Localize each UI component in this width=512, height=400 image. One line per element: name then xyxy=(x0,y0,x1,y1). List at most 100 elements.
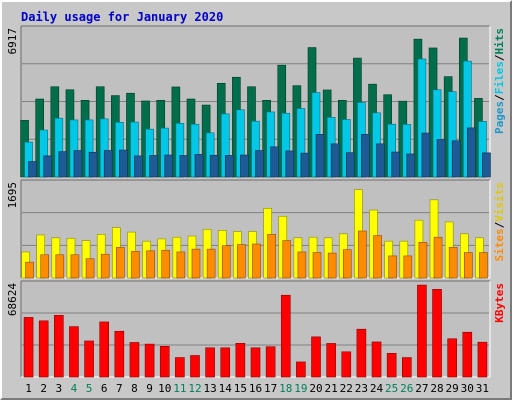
x-label-day-15: 15 xyxy=(234,382,247,395)
x-label-day-8: 8 xyxy=(131,382,138,395)
bar-sites-10 xyxy=(161,249,171,279)
bar-kbytes-2 xyxy=(38,320,49,378)
bar-pages-15 xyxy=(240,154,249,178)
bar-pages-7 xyxy=(119,149,128,178)
bar-kbytes-17 xyxy=(265,346,276,378)
x-label-day-4: 4 xyxy=(71,382,78,395)
x-label-day-9: 9 xyxy=(146,382,153,395)
bar-sites-19 xyxy=(297,251,307,279)
bar-sites-18 xyxy=(282,240,292,279)
bar-pages-14 xyxy=(224,155,234,178)
legend-item-hits: Hits xyxy=(493,28,506,55)
bar-kbytes-6 xyxy=(99,321,110,378)
bar-sites-30 xyxy=(464,252,473,279)
legend-item-kbytes: KBytes xyxy=(493,283,506,323)
bar-pages-2 xyxy=(43,155,52,178)
bar-pages-8 xyxy=(134,155,143,178)
bar-sites-29 xyxy=(448,247,458,279)
x-label-day-14: 14 xyxy=(219,382,233,395)
bar-kbytes-23 xyxy=(356,328,367,378)
x-label-day-23: 23 xyxy=(355,382,368,395)
bar-kbytes-26 xyxy=(401,357,412,378)
legend-separator: / xyxy=(493,221,506,228)
bar-pages-11 xyxy=(179,155,189,178)
bar-kbytes-3 xyxy=(54,315,64,378)
bar-pages-9 xyxy=(149,155,158,178)
bar-pages-20 xyxy=(315,134,325,178)
x-label-day-1: 1 xyxy=(25,382,32,395)
bar-sites-6 xyxy=(100,253,110,279)
x-label-day-19: 19 xyxy=(294,382,307,395)
x-label-day-20: 20 xyxy=(309,382,322,395)
bar-sites-16 xyxy=(252,243,261,279)
x-label-day-12: 12 xyxy=(188,382,201,395)
bar-kbytes-7 xyxy=(114,330,125,378)
bar-sites-21 xyxy=(327,252,337,279)
bar-pages-17 xyxy=(270,146,279,178)
bar-pages-24 xyxy=(376,143,385,178)
legend-item-files: Files xyxy=(493,61,506,94)
x-label-day-13: 13 xyxy=(203,382,216,395)
bar-pages-29 xyxy=(451,140,461,178)
bar-pages-28 xyxy=(436,139,446,178)
x-label-day-25: 25 xyxy=(385,382,398,395)
bar-kbytes-19 xyxy=(296,361,306,378)
x-label-day-5: 5 xyxy=(86,382,93,395)
bar-sites-9 xyxy=(146,250,155,279)
bar-kbytes-13 xyxy=(205,347,215,378)
bar-kbytes-12 xyxy=(190,355,200,378)
bar-pages-31 xyxy=(482,152,491,178)
bar-kbytes-25 xyxy=(386,353,397,378)
bar-kbytes-16 xyxy=(250,347,261,378)
chart-title: Daily usage for January 2020 xyxy=(21,10,224,24)
bar-pages-18 xyxy=(285,150,295,178)
x-label-day-16: 16 xyxy=(249,382,262,395)
bar-sites-28 xyxy=(433,236,443,279)
x-label-day-22: 22 xyxy=(340,382,353,395)
bar-kbytes-24 xyxy=(371,341,382,378)
x-label-day-21: 21 xyxy=(325,382,338,395)
legend-separator: / xyxy=(493,54,506,61)
bar-sites-5 xyxy=(85,258,95,279)
bar-pages-21 xyxy=(330,143,340,178)
chart-panel-sites-visits: 1695 Sites/Visits xyxy=(6,179,506,279)
bar-kbytes-28 xyxy=(432,289,442,378)
x-label-day-6: 6 xyxy=(101,382,108,395)
bar-kbytes-20 xyxy=(311,336,321,378)
bar-sites-26 xyxy=(403,255,413,279)
bar-pages-19 xyxy=(300,152,310,178)
x-label-day-11: 11 xyxy=(173,382,186,395)
bar-sites-24 xyxy=(373,235,382,279)
bar-sites-20 xyxy=(312,252,322,279)
bar-pages-12 xyxy=(194,154,204,178)
y-max-label: 6917 xyxy=(6,28,19,55)
legend-pages-files-hits: Pages/Files/Hits xyxy=(493,28,506,134)
x-label-day-28: 28 xyxy=(430,382,443,395)
x-label-day-27: 27 xyxy=(415,382,428,395)
bar-sites-12 xyxy=(191,248,201,279)
bar-pages-23 xyxy=(361,134,370,178)
bar-sites-14 xyxy=(221,245,231,279)
x-label-day-10: 10 xyxy=(158,382,171,395)
bar-pages-1 xyxy=(28,161,37,178)
bar-sites-1 xyxy=(25,261,34,279)
bar-sites-7 xyxy=(116,247,125,279)
bar-kbytes-10 xyxy=(159,346,170,378)
bar-kbytes-31 xyxy=(477,341,488,378)
bar-pages-13 xyxy=(209,154,219,178)
bar-sites-4 xyxy=(70,254,80,279)
bar-kbytes-5 xyxy=(84,340,94,378)
bar-kbytes-18 xyxy=(280,294,291,378)
x-label-day-30: 30 xyxy=(461,382,474,395)
legend-kbytes: KBytes xyxy=(493,283,506,323)
x-label-day-29: 29 xyxy=(446,382,459,395)
bar-kbytes-15 xyxy=(235,343,246,378)
bar-sites-2 xyxy=(40,254,49,279)
bar-kbytes-22 xyxy=(341,351,352,378)
y-max-label: 1695 xyxy=(6,182,19,209)
bar-pages-25 xyxy=(391,151,400,178)
bar-kbytes-21 xyxy=(326,343,336,378)
bar-sites-27 xyxy=(418,242,428,279)
